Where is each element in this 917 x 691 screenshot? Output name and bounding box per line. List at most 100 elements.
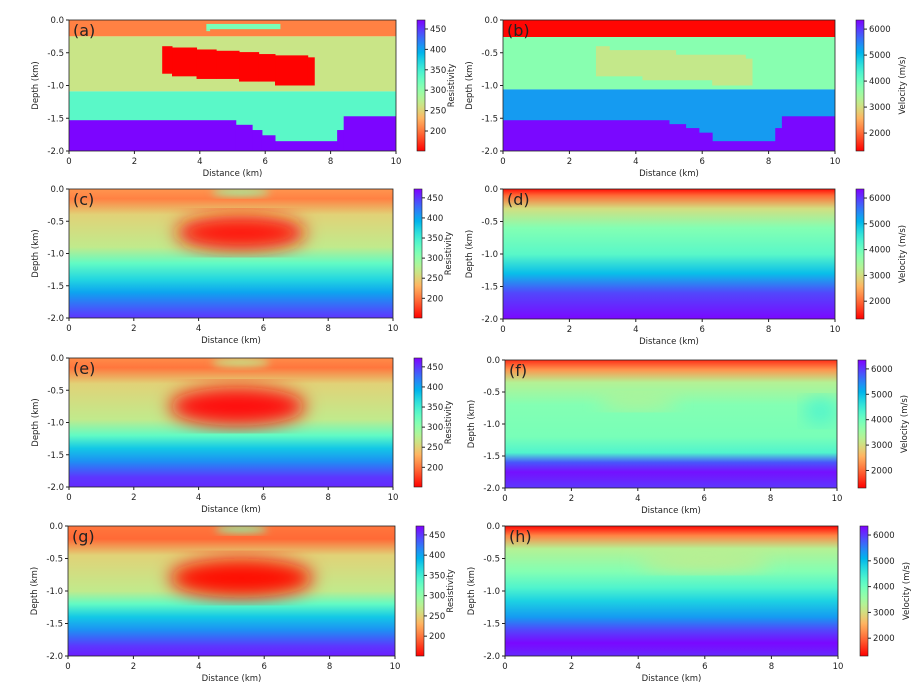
y-tick-label: -0.5 — [47, 217, 64, 227]
y-tick-label: -0.5 — [481, 218, 498, 228]
block — [337, 130, 345, 151]
colorbar-tick-label: 250 — [427, 274, 443, 284]
x-tick-label: 0 — [66, 324, 71, 334]
y-tick-label: -1.5 — [481, 114, 498, 124]
panel-c: (c) 0 2 4 6 8 10 0.0 -0.5 -1.0 -1.5 -2.0 Distance (k… — [31, 185, 454, 346]
block — [343, 116, 396, 151]
y-tick-label: -0.5 — [47, 386, 64, 396]
panel-label: (d) — [507, 190, 530, 209]
colorbar-tick-label: 350 — [427, 403, 443, 413]
colorbar-label: Velocity (m/s) — [902, 562, 912, 620]
x-axis-label: Distance (km) — [641, 506, 701, 516]
anomaly — [597, 393, 678, 410]
block — [252, 130, 263, 151]
x-tick-label: 10 — [832, 494, 843, 504]
heatmap — [503, 20, 835, 151]
panel-h: (h) 0 2 4 6 8 10 0.0 -0.5 -1.0 -1.5 -2.0 Distance (k… — [467, 522, 912, 684]
x-tick-label: 10 — [390, 662, 401, 672]
x-tick-label: 8 — [325, 324, 330, 334]
y-tick-label: -2.0 — [47, 147, 64, 157]
anomaly — [803, 398, 837, 424]
x-tick-label: 10 — [388, 493, 399, 503]
colorbar-tick-label: 6000 — [873, 531, 895, 541]
y-tick-label: 0.0 — [486, 356, 500, 366]
colorbar-tick-label: 6000 — [869, 25, 891, 35]
panel-e: (e) 0 2 4 6 8 10 0.0 -0.5 -1.0 -1.5 -2.0 Distance (k… — [31, 354, 454, 515]
x-tick-label: 0 — [502, 662, 507, 672]
colorbar-label: Resistivity — [446, 569, 456, 612]
y-tick-label: 0.0 — [486, 522, 500, 532]
y-axis-label: Depth (km) — [467, 400, 477, 448]
colorbar-tick-label: 2000 — [873, 634, 895, 644]
block — [609, 50, 643, 77]
heatmap — [69, 189, 393, 318]
panel-label: (g) — [72, 527, 95, 546]
x-tick-label: 10 — [830, 157, 841, 167]
colorbar-tick-label: 400 — [430, 45, 446, 55]
colorbar-tick-label: 6000 — [869, 194, 891, 204]
x-tick-label: 6 — [699, 325, 704, 335]
colorbar — [855, 188, 865, 320]
x-tick-label: 6 — [262, 157, 267, 167]
block — [275, 55, 309, 86]
y-axis-label: Depth (km) — [465, 61, 475, 109]
colorbar-tick-label: 350 — [427, 234, 443, 244]
colorbar-tick-label: 200 — [427, 463, 443, 473]
colorbar-tick-label: 200 — [430, 127, 446, 137]
panel-label: (c) — [73, 190, 94, 209]
block — [261, 135, 276, 151]
y-tick-label: -1.0 — [483, 420, 500, 430]
x-tick-label: 6 — [261, 662, 266, 672]
panel-label: (b) — [507, 21, 530, 40]
x-tick-label: 6 — [261, 324, 266, 334]
y-tick-label: -0.5 — [47, 49, 64, 59]
block — [745, 58, 753, 86]
block — [162, 46, 173, 74]
panel-a: (a) 0 2 4 6 8 10 0.0 -0.5 -1.0 -1.5 -2.0 Distance (k… — [31, 16, 457, 179]
background — [69, 189, 393, 318]
x-tick-label: 4 — [633, 157, 638, 167]
y-tick-label: 0.0 — [50, 185, 64, 195]
colorbar — [416, 19, 426, 152]
colorbar-tick-label: 5000 — [869, 51, 891, 61]
colorbar-tick-label: 4000 — [869, 246, 891, 256]
x-tick-label: 4 — [196, 662, 201, 672]
x-axis-label: Distance (km) — [202, 674, 262, 684]
block — [781, 116, 835, 151]
y-tick-label: -1.0 — [483, 587, 500, 597]
y-tick-label: -1.5 — [483, 620, 500, 630]
x-tick-label: 6 — [702, 662, 707, 672]
colorbar-tick-label: 300 — [427, 254, 443, 264]
colorbar-tick-label: 200 — [427, 294, 443, 304]
y-tick-label: -1.0 — [481, 82, 498, 92]
y-tick-label: -1.0 — [47, 250, 64, 260]
block — [642, 50, 677, 81]
y-tick-label: -2.0 — [47, 483, 64, 493]
colorbar-tick-label: 250 — [429, 612, 445, 622]
anomaly — [211, 189, 270, 196]
y-tick-label: -0.5 — [483, 388, 500, 398]
block — [216, 50, 240, 79]
colorbar-tick-label: 300 — [427, 423, 443, 433]
panel-d: (d) 0 2 4 6 8 10 0.0 -0.5 -1.0 -1.5 -2.0 Distance (k… — [465, 185, 908, 347]
x-tick-label: 8 — [327, 662, 332, 672]
colorbar — [413, 188, 423, 319]
y-axis-label: Depth (km) — [30, 567, 40, 615]
x-tick-label: 4 — [197, 157, 202, 167]
block — [235, 124, 253, 151]
block — [307, 57, 315, 86]
colorbar-tick-label: 450 — [429, 531, 445, 541]
layer — [503, 20, 835, 38]
colorbar — [857, 359, 867, 489]
colorbar-tick-label: 450 — [427, 363, 443, 373]
colorbar-tick-label: 4000 — [873, 583, 895, 593]
y-tick-label: -1.0 — [47, 82, 64, 92]
x-axis-label: Distance (km) — [642, 674, 702, 684]
x-tick-label: 8 — [325, 493, 330, 503]
y-tick-label: -2.0 — [47, 314, 64, 324]
y-tick-label: 0.0 — [484, 185, 498, 195]
block — [503, 120, 670, 151]
y-tick-label: -2.0 — [46, 652, 63, 662]
anomaly — [211, 358, 270, 367]
